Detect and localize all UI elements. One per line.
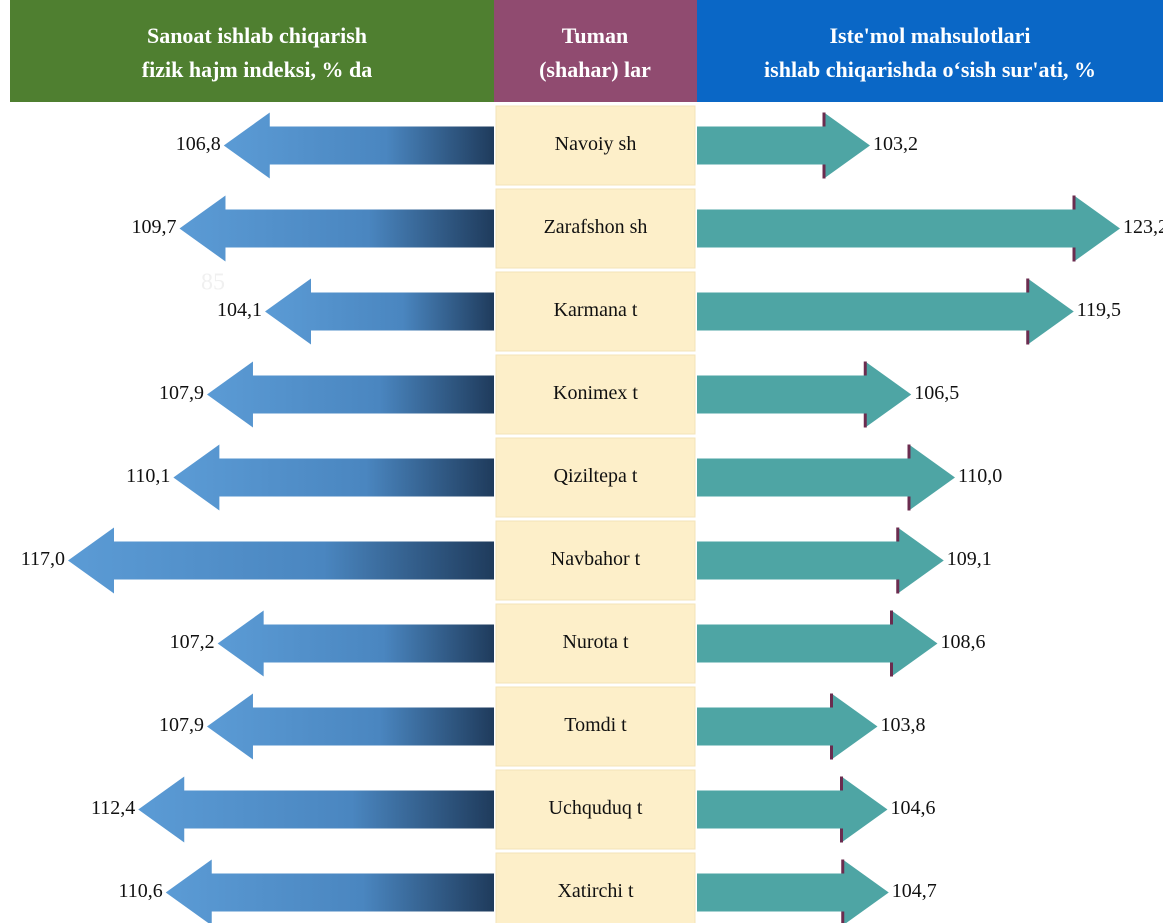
right-arrow [697,610,938,677]
right-value-label: 110,0 [958,465,1002,487]
right-arrow [697,859,889,923]
center-header: Tuman [562,23,628,48]
left-header: fizik hajm indeksi, % da [142,57,372,82]
category-label: Zarafshon sh [544,216,648,238]
category-label: Karmana t [554,299,638,321]
category-label: Konimex t [553,382,638,404]
left-value-label: 112,4 [91,797,135,819]
left-value-label: 117,0 [21,548,65,570]
left-arrow [206,693,494,760]
right-arrow [697,278,1074,345]
right-value-label: 103,2 [873,133,918,155]
left-arrow [206,361,494,428]
left-arrow [265,278,494,345]
right-arrow [697,444,955,511]
left-header: Sanoat ishlab chiqarish [147,23,367,48]
category-label: Tomdi t [564,714,627,736]
right-arrow [697,195,1120,262]
right-value-label: 104,7 [892,880,937,902]
category-box [495,603,696,684]
right-value-label: 106,5 [914,382,959,404]
annotation: 85 [201,270,225,296]
center-header: (shahar) lar [539,57,651,82]
right-arrow [697,112,870,179]
left-value-label: 110,1 [126,465,170,487]
left-arrow [68,527,494,594]
left-header-bg [10,0,494,102]
right-value-label: 108,6 [941,631,986,653]
category-box [495,188,696,269]
category-box [495,852,696,923]
category-label: Navoiy sh [555,133,637,155]
left-value-label: 107,9 [159,382,204,404]
left-value-label: 104,1 [217,299,262,321]
right-value-label: 119,5 [1077,299,1121,321]
right-header: Iste'mol mahsulotlari [829,23,1030,48]
category-box [495,354,696,435]
left-arrow [138,776,495,843]
right-arrow [697,693,878,760]
right-arrow [697,527,944,594]
left-value-label: 110,6 [118,880,162,902]
right-value-label: 104,6 [891,797,936,819]
category-box [495,437,696,518]
left-arrow [173,444,495,511]
category-label: Xatirchi t [557,880,634,902]
category-box [495,520,696,601]
right-arrow [697,776,888,843]
category-label: Navbahor t [551,548,641,570]
category-box [495,686,696,767]
left-arrow [179,195,494,262]
left-value-label: 107,2 [170,631,215,653]
category-box [495,271,696,352]
category-label: Qiziltepa t [554,465,638,487]
left-value-label: 109,7 [131,216,176,238]
category-label: Nurota t [562,631,629,653]
right-value-label: 109,1 [947,548,992,570]
right-arrow [697,361,912,428]
category-box [495,105,696,186]
category-box [495,769,696,850]
category-label: Uchquduq t [549,797,643,819]
left-arrow [165,859,494,923]
center-header-bg [494,0,697,102]
left-arrow [223,112,494,179]
left-value-label: 106,8 [176,133,221,155]
right-header: ishlab chiqarishda o‘sish sur'ati, % [764,57,1096,82]
right-header-bg [697,0,1163,102]
right-value-label: 123,2 [1123,216,1163,238]
right-value-label: 103,8 [881,714,926,736]
left-value-label: 107,9 [159,714,204,736]
left-arrow [217,610,494,677]
